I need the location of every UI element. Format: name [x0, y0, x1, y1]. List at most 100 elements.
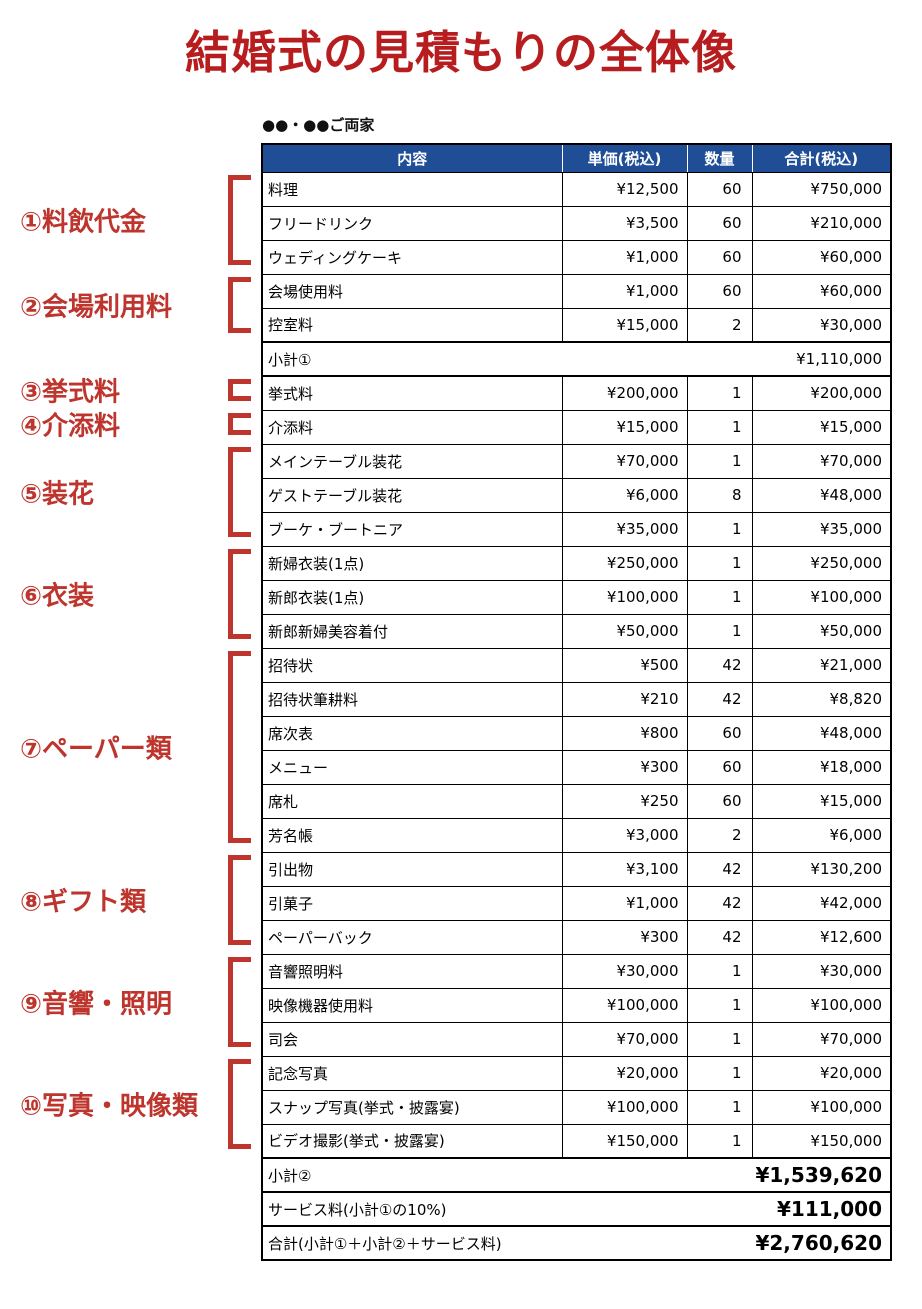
quantity: 1 [686, 443, 753, 479]
row-total: ¥48,000 [751, 715, 892, 751]
unit-price: ¥1,000 [561, 885, 688, 921]
table-row: 料理 ¥12,500 60 ¥750,000 [261, 171, 892, 207]
unit-price: ¥3,100 [561, 851, 688, 887]
total-label: 小計① [268, 350, 312, 369]
table-row: 新婦衣装(1点) ¥250,000 1 ¥250,000 [261, 545, 892, 581]
row-total: ¥21,000 [751, 647, 892, 683]
table-row: 司会 ¥70,000 1 ¥70,000 [261, 1021, 892, 1057]
group-label: ③挙式料 [20, 377, 121, 408]
table-row: 芳名帳 ¥3,000 2 ¥6,000 [261, 817, 892, 853]
row-total: ¥60,000 [751, 239, 892, 275]
row-total: ¥250,000 [751, 545, 892, 581]
unit-price: ¥70,000 [561, 443, 688, 479]
unit-price: ¥1,000 [561, 273, 688, 309]
unit-price: ¥70,000 [561, 1021, 688, 1057]
item-label: ビデオ撮影(挙式・披露宴) [261, 1123, 563, 1159]
unit-price: ¥20,000 [561, 1055, 688, 1091]
table-row: 引出物 ¥3,100 42 ¥130,200 [261, 851, 892, 887]
quantity: 42 [686, 885, 753, 921]
item-label: 招待状筆耕料 [261, 681, 563, 717]
row-total: ¥12,600 [751, 919, 892, 955]
item-label: 新郎衣装(1点) [261, 579, 563, 615]
group-label: ⑩写真・映像類 [20, 1091, 199, 1122]
quantity: 1 [686, 987, 753, 1023]
item-label: ゲストテーブル装花 [261, 477, 563, 513]
item-label: 新婦衣装(1点) [261, 545, 563, 581]
group-label: ⑦ペーパー類 [20, 734, 172, 765]
unit-price: ¥300 [561, 919, 688, 955]
item-label: ブーケ・ブートニア [261, 511, 563, 547]
unit-price: ¥210 [561, 681, 688, 717]
quantity: 60 [686, 171, 753, 207]
column-header: 単価(税込) [561, 144, 687, 173]
table-row: 席次表 ¥800 60 ¥48,000 [261, 715, 892, 751]
unit-price: ¥800 [561, 715, 688, 751]
row-total: ¥60,000 [751, 273, 892, 309]
row-total: ¥18,000 [751, 749, 892, 785]
quantity: 60 [686, 205, 753, 241]
unit-price: ¥100,000 [561, 987, 688, 1023]
unit-price: ¥12,500 [561, 171, 688, 207]
item-label: 席次表 [261, 715, 563, 751]
unit-price: ¥15,000 [561, 307, 688, 343]
total-cell: 合計(小計①＋小計②＋サービス料) ¥2,760,620 [261, 1225, 892, 1261]
table-row: 音響照明料 ¥30,000 1 ¥30,000 [261, 953, 892, 989]
group-label: ⑧ギフト類 [20, 887, 147, 918]
total-amount: ¥1,539,620 [755, 1163, 882, 1187]
group-label: ①料飲代金 [20, 207, 147, 238]
quantity: 60 [686, 715, 753, 751]
total-cell: 小計② ¥1,539,620 [261, 1157, 892, 1193]
item-label: ウェディングケーキ [261, 239, 563, 275]
unit-price: ¥500 [561, 647, 688, 683]
item-label: 引菓子 [261, 885, 563, 921]
unit-price: ¥250 [561, 783, 688, 819]
table-row: 映像機器使用料 ¥100,000 1 ¥100,000 [261, 987, 892, 1023]
quantity: 1 [686, 1123, 753, 1159]
unit-price: ¥200,000 [561, 375, 688, 411]
quantity: 60 [686, 783, 753, 819]
table-row: ビデオ撮影(挙式・披露宴) ¥150,000 1 ¥150,000 [261, 1123, 892, 1159]
table-row: 席札 ¥250 60 ¥15,000 [261, 783, 892, 819]
row-total: ¥35,000 [751, 511, 892, 547]
total-label: サービス料(小計①の10%) [268, 1200, 447, 1219]
group-label: ⑥衣装 [20, 581, 95, 612]
group-bracket [228, 651, 251, 843]
quantity: 1 [686, 375, 753, 411]
item-label: 芳名帳 [261, 817, 563, 853]
row-total: ¥200,000 [751, 375, 892, 411]
table-row: フリードリンク ¥3,500 60 ¥210,000 [261, 205, 892, 241]
group-bracket [228, 175, 251, 265]
unit-price: ¥3,500 [561, 205, 688, 241]
total-amount: ¥111,000 [776, 1197, 882, 1221]
row-total: ¥100,000 [751, 987, 892, 1023]
quantity: 1 [686, 1021, 753, 1057]
total-amount: ¥1,110,000 [796, 350, 882, 368]
row-total: ¥750,000 [751, 171, 892, 207]
row-total: ¥30,000 [751, 307, 892, 343]
item-label: メニュー [261, 749, 563, 785]
quantity: 2 [686, 307, 753, 343]
table-row: 挙式料 ¥200,000 1 ¥200,000 [261, 375, 892, 411]
row-total: ¥70,000 [751, 1021, 892, 1057]
row-total: ¥42,000 [751, 885, 892, 921]
row-total: ¥15,000 [751, 783, 892, 819]
total-label: 小計② [268, 1166, 312, 1185]
unit-price: ¥15,000 [561, 409, 688, 445]
item-label: 料理 [261, 171, 563, 207]
group-bracket [228, 379, 251, 401]
item-label: メインテーブル装花 [261, 443, 563, 479]
total-cell: サービス料(小計①の10%) ¥111,000 [261, 1191, 892, 1227]
group-bracket [228, 957, 251, 1047]
item-label: 新郎新婦美容着付 [261, 613, 563, 649]
quantity: 1 [686, 409, 753, 445]
quantity: 60 [686, 273, 753, 309]
table-row: 控室料 ¥15,000 2 ¥30,000 [261, 307, 892, 343]
total-row: 合計(小計①＋小計②＋サービス料) ¥2,760,620 [261, 1225, 892, 1261]
quantity: 1 [686, 613, 753, 649]
group-bracket [228, 549, 251, 639]
row-total: ¥100,000 [751, 579, 892, 615]
quantity: 1 [686, 511, 753, 547]
item-label: 引出物 [261, 851, 563, 887]
group-label: ⑤装花 [20, 479, 95, 510]
